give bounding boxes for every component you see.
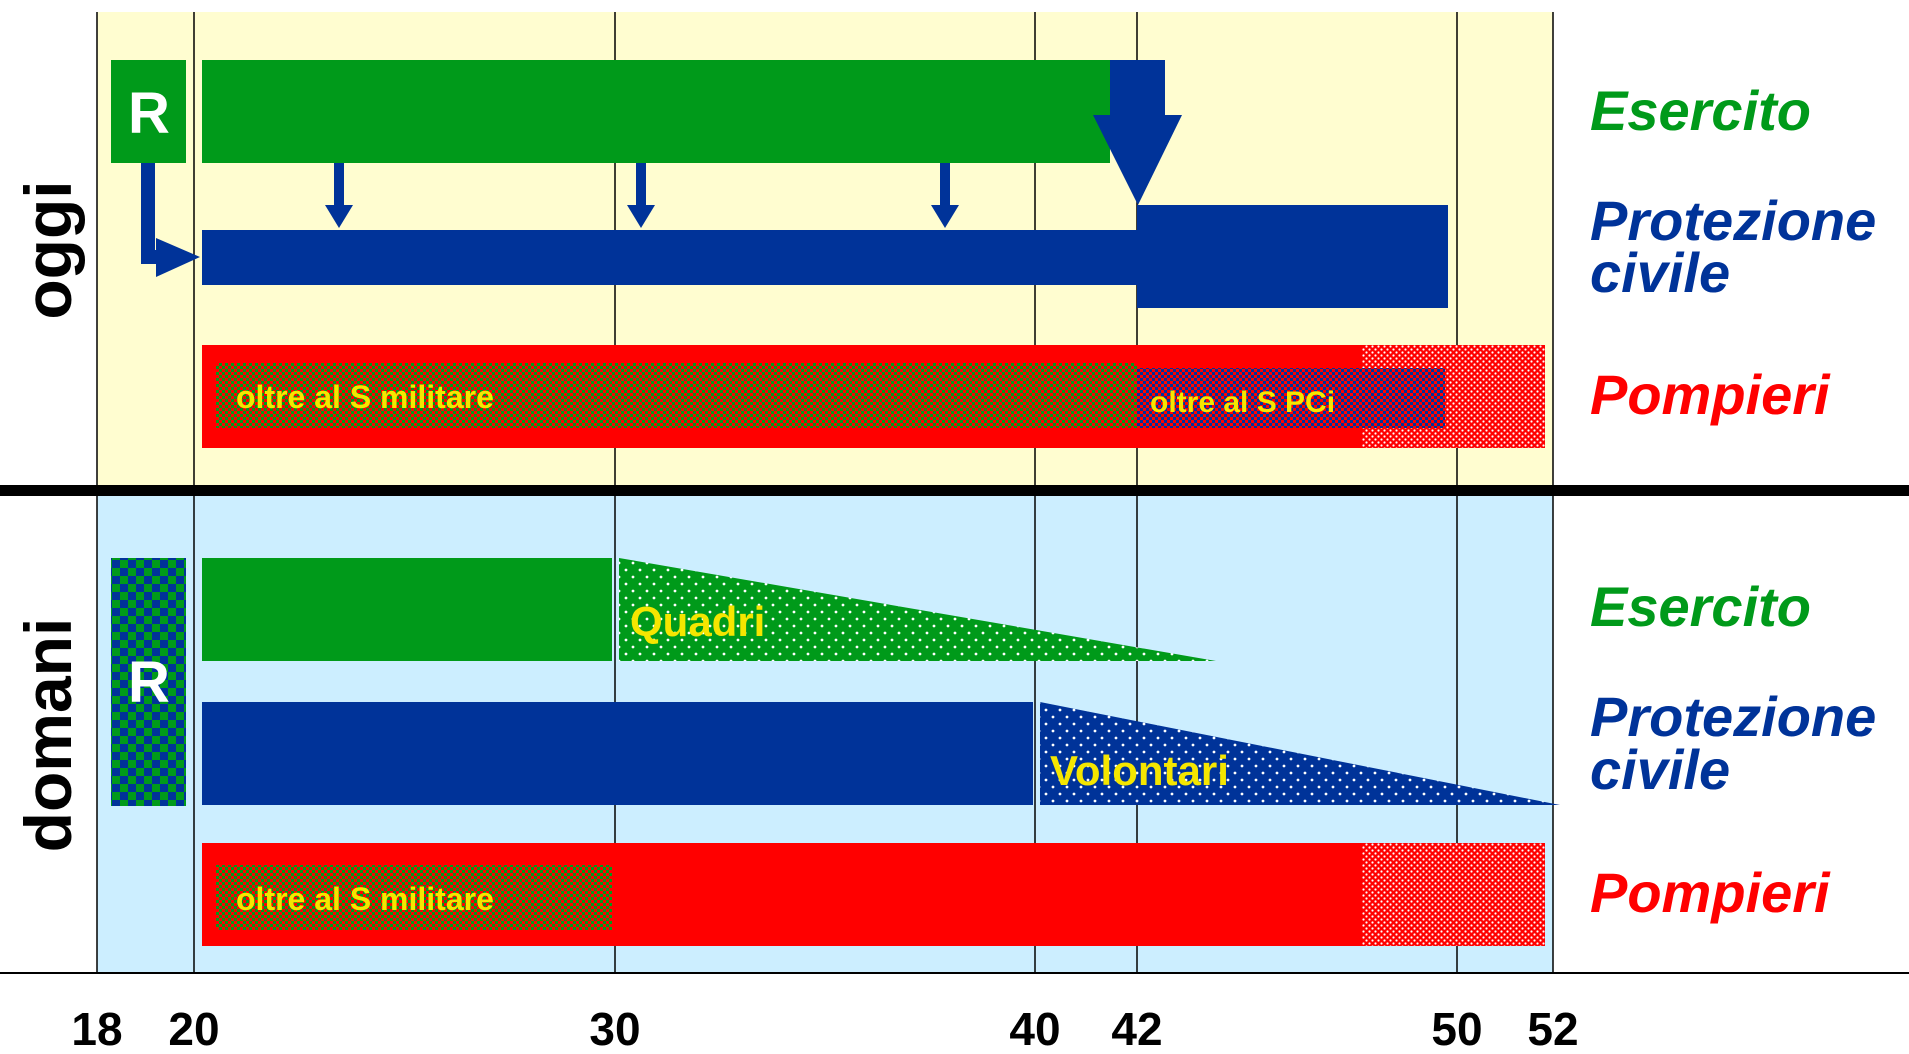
big-transfer-arrow-icon — [1093, 115, 1182, 205]
domani-esercito-bar — [202, 558, 612, 661]
oggi-recruitment-box — [111, 60, 186, 163]
tick-label: 50 — [1431, 1003, 1482, 1054]
domani-pompieri-militare-segment — [216, 865, 612, 930]
domani-volontari-wedge — [1040, 702, 1560, 805]
transfer-arrow-3-icon — [931, 205, 959, 228]
oggi-protezione-bar — [202, 230, 1137, 285]
big-transfer-arrow-shaft — [1110, 60, 1165, 115]
transfer-arrow-2-icon — [627, 205, 655, 228]
r-arrow-head-icon — [156, 238, 200, 277]
domani-oltre-militare-text: oltre al S militare — [236, 881, 494, 917]
oggi-pompieri-label: Pompieri — [1590, 363, 1831, 426]
domani-protezione-label-line2: civile — [1590, 738, 1730, 801]
oggi-pompieri-pci-segment — [1137, 368, 1445, 428]
tick-label: 52 — [1527, 1003, 1578, 1054]
domani-quadri-text: Quadri — [630, 598, 765, 645]
domani-quadri-wedge — [619, 558, 1216, 661]
tick-label: 42 — [1111, 1003, 1162, 1054]
x-axis-ticks: 18 20 30 40 42 50 52 — [71, 1003, 1578, 1054]
domani-recruitment-box — [111, 558, 186, 806]
oggi-esercito-bar — [202, 60, 1110, 163]
domani-pompieri-label: Pompieri — [1590, 861, 1831, 924]
domani-esercito-label: Esercito — [1590, 575, 1811, 638]
section-title-domani: domani — [11, 618, 85, 853]
oggi-oltre-militare-text: oltre al S militare — [236, 379, 494, 415]
domani-volontari-text: Volontari — [1050, 747, 1229, 794]
domani-pompieri-dotted — [1362, 843, 1545, 946]
r-arrow-shaft — [141, 163, 155, 263]
transfer-arrow-3-shaft — [940, 163, 950, 207]
tick-label: 30 — [589, 1003, 640, 1054]
oggi-oltre-pci-text: oltre al S PCi — [1150, 386, 1335, 419]
transfer-arrow-2-shaft — [636, 163, 646, 207]
section-title-oggi: oggi — [11, 180, 85, 319]
oggi-protezione-bar-extended — [1137, 205, 1448, 308]
tick-label: 18 — [71, 1003, 122, 1054]
transfer-arrow-1-shaft — [334, 163, 344, 207]
tick-label: 40 — [1009, 1003, 1060, 1054]
domani-protezione-bar — [202, 702, 1033, 805]
tick-label: 20 — [168, 1003, 219, 1054]
domani-protezione-label-line1: Protezione — [1590, 685, 1876, 748]
transfer-arrows — [325, 163, 959, 228]
section-separator — [0, 485, 1909, 496]
oggi-recruitment-label: R — [128, 81, 170, 146]
oggi-protezione-label-line1: Protezione — [1590, 189, 1876, 252]
transfer-arrow-1-icon — [325, 205, 353, 228]
oggi-pompieri-militare-segment — [216, 363, 1137, 428]
domani-recruitment-label: R — [128, 650, 170, 715]
oggi-esercito-label: Esercito — [1590, 79, 1811, 142]
oggi-protezione-label-line2: civile — [1590, 241, 1730, 304]
